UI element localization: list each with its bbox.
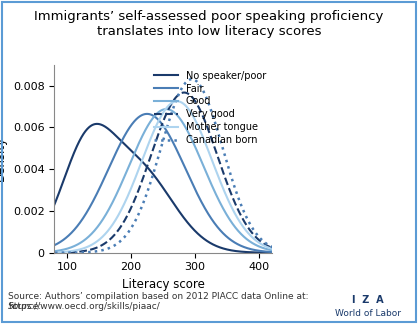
Text: Immigrants’ self-assessed poor speaking proficiency
translates into low literacy: Immigrants’ self-assessed poor speaking …: [34, 10, 384, 38]
Legend: No speaker/poor, Fair, Good, Very good, Mother tongue, Canadian born: No speaker/poor, Fair, Good, Very good, …: [150, 67, 270, 149]
Y-axis label: Density: Density: [0, 136, 7, 181]
Text: Source: Authors’ compilation based on 2012 PIACC data Online at:
https://www.oec: Source: Authors’ compilation based on 20…: [8, 292, 309, 311]
Text: Source:: Source:: [8, 302, 43, 311]
Text: I  Z  A: I Z A: [352, 295, 384, 305]
X-axis label: Literacy score: Literacy score: [122, 278, 204, 291]
Text: World of Labor: World of Labor: [335, 308, 401, 318]
